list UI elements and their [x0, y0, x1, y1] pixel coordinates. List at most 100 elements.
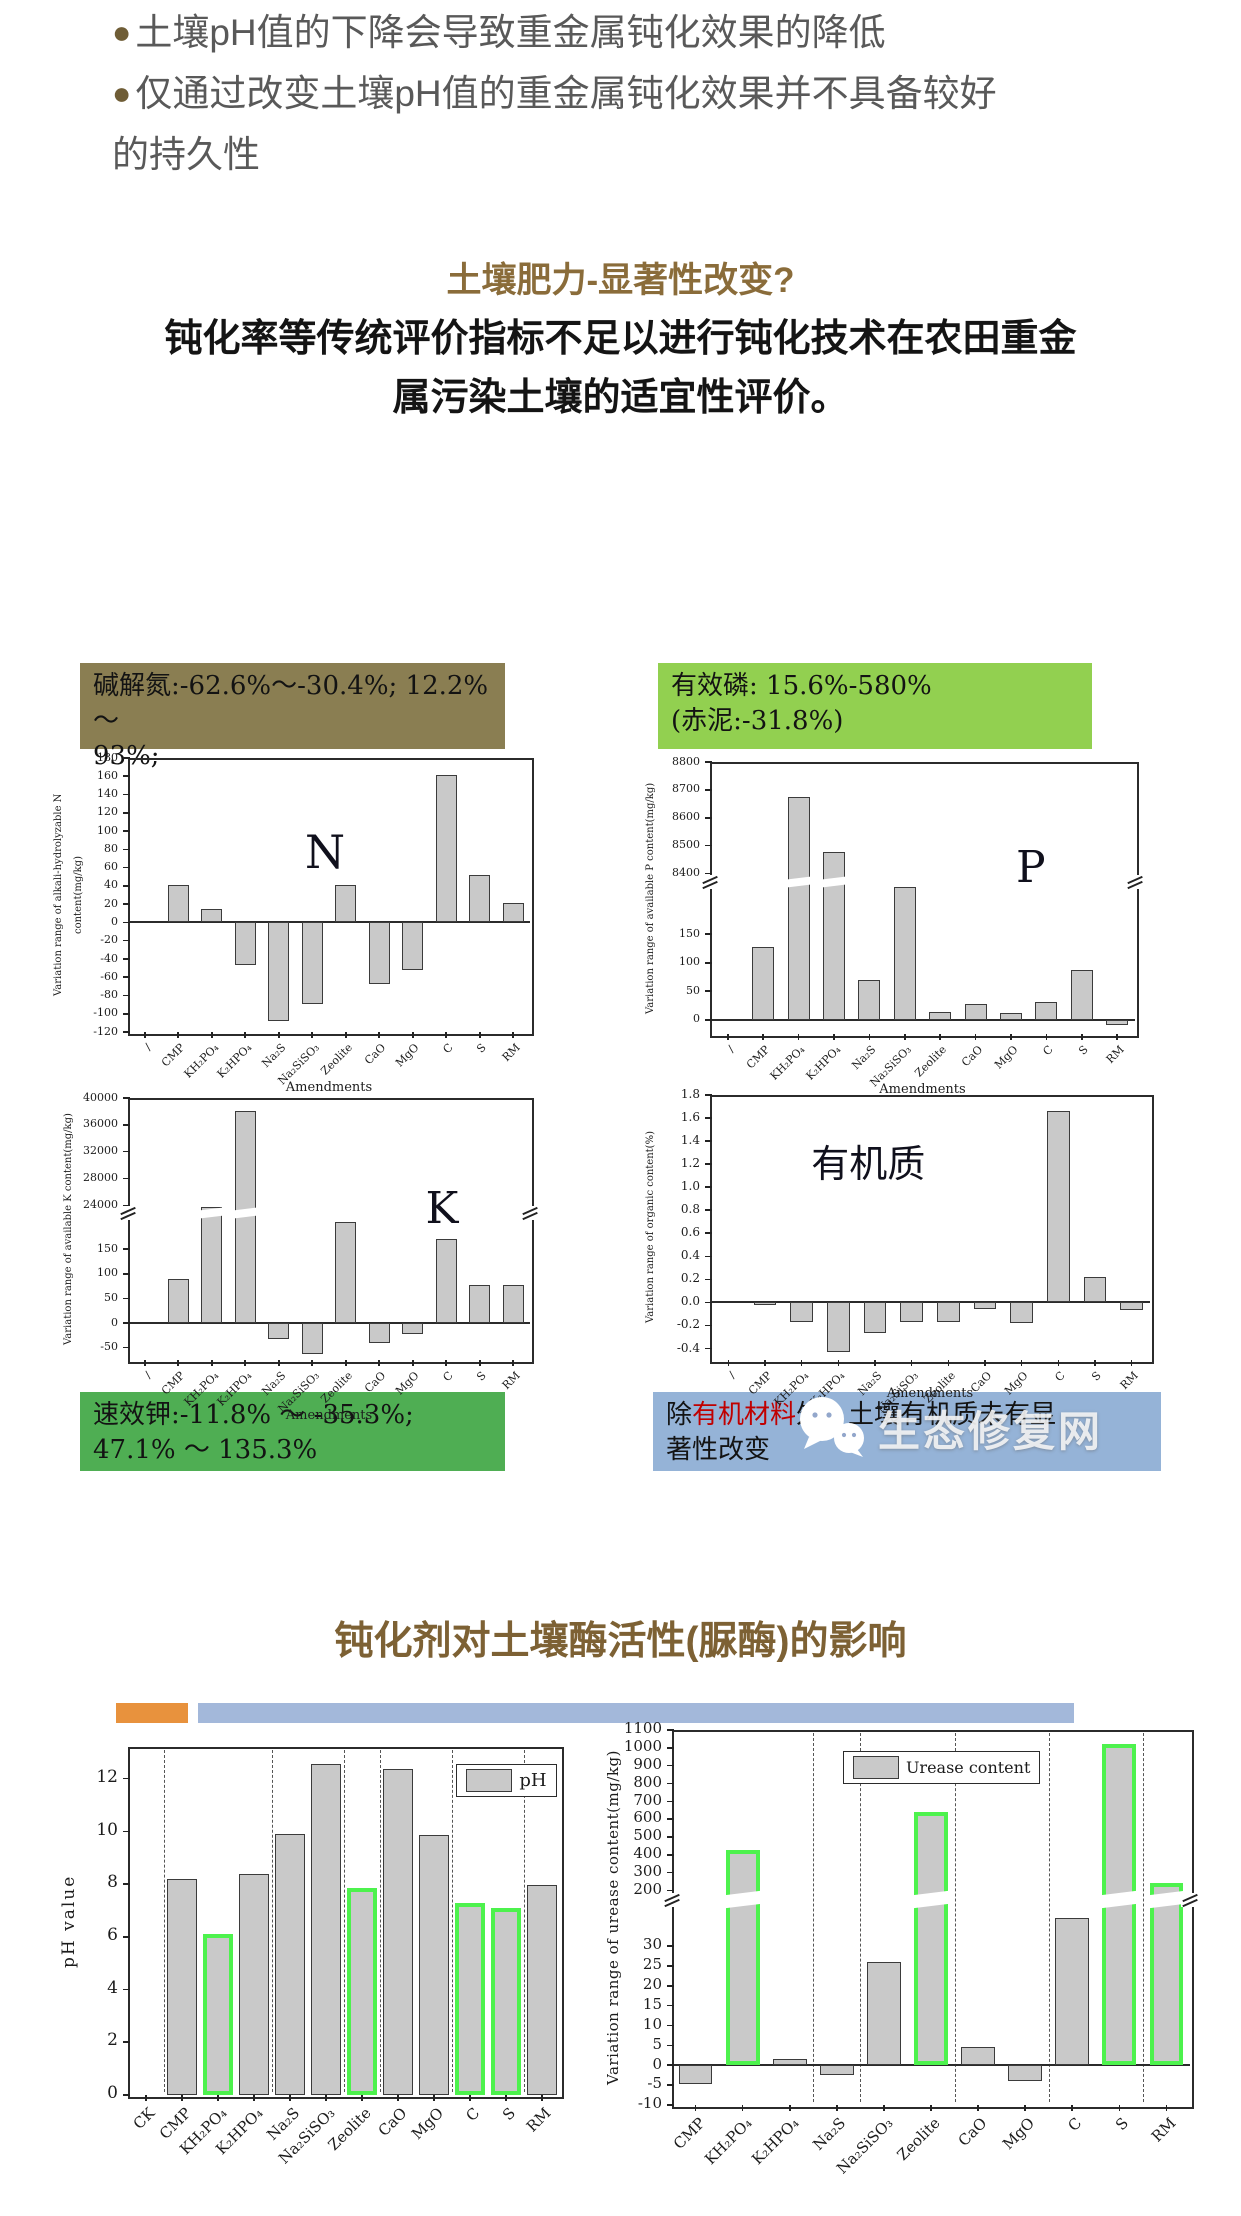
x-tick	[244, 1032, 247, 1038]
bar-Na₂SiSO₃	[893, 887, 916, 1020]
bar-S	[1070, 969, 1093, 1020]
y-tick-label: 20	[104, 896, 118, 910]
x-tick	[694, 2105, 697, 2111]
bar-Na₂SiSO₃	[310, 1764, 342, 2095]
y-tick	[667, 1889, 674, 1892]
bar-K₂HPO₄	[772, 2059, 807, 2066]
bar-KH₂PO₄	[201, 908, 223, 923]
y-tick	[123, 1830, 130, 1833]
x-tick	[762, 1034, 764, 1040]
x-tick	[244, 1360, 247, 1366]
y-tick	[705, 1018, 712, 1021]
chart-n: Variation range of alkali-hydrolyzable N…	[53, 748, 556, 1152]
x-tick	[181, 2095, 183, 2101]
y-tick-label: -60	[100, 969, 118, 983]
y-tick	[705, 844, 712, 847]
x-tick	[177, 1032, 180, 1038]
x-tick	[868, 1034, 871, 1040]
y-tick	[705, 1209, 712, 1211]
y-tick-label: 50	[104, 1291, 118, 1305]
y-tick	[667, 2084, 674, 2086]
y-tick	[667, 1818, 674, 1820]
y-tick-label: 0.6	[680, 1225, 700, 1240]
blue-accent-bar	[198, 1703, 1074, 1723]
bar-CMP	[752, 946, 775, 1020]
y-tick-label: 8600	[672, 810, 700, 824]
y-tick	[705, 1347, 712, 1350]
bar-CMP	[678, 2065, 713, 2085]
bar-Na₂S	[268, 1323, 290, 1339]
y-tick-label: 1.0	[680, 1179, 700, 1194]
bar-KH₂PO₄	[201, 1207, 223, 1324]
x-tick	[800, 1360, 803, 1366]
gridline	[524, 1750, 525, 2092]
x-tick	[217, 2095, 219, 2101]
plot-frame	[128, 1098, 534, 1364]
axis-break-icon	[119, 1206, 137, 1221]
y-tick-label: 150	[97, 1241, 118, 1255]
y-tick-label: 20	[642, 1975, 662, 1994]
x-tick	[836, 2105, 838, 2111]
bar-KH₂PO₄	[725, 1850, 760, 2066]
x-tick	[1118, 2105, 1121, 2111]
y-tick	[123, 921, 130, 924]
bar-S	[469, 874, 491, 923]
plot-frame	[710, 762, 1139, 1038]
bar-MgO	[1008, 2065, 1043, 2082]
y-tick	[667, 2064, 674, 2067]
x-tick	[397, 2095, 399, 2101]
bar-K₂HPO₄	[826, 1302, 850, 1352]
y-tick	[123, 848, 130, 851]
box-text: 速效钾:-11.8% ～ -35.3%;	[93, 1400, 414, 1430]
axis-break-icon	[1181, 1892, 1199, 1907]
chart-inner-title: 有机质	[811, 1142, 926, 1187]
bullet-text: 土壤pH值的下降会导致重金属钝化效果的降低	[135, 12, 886, 53]
legend-swatch	[852, 1755, 899, 1779]
y-tick-label: 1.2	[680, 1156, 700, 1171]
y-tick-label: 2	[107, 2030, 118, 2051]
y-tick	[705, 816, 712, 819]
y-tick	[705, 1278, 712, 1281]
x-tick	[311, 1032, 314, 1038]
axis-break-icon	[1126, 874, 1144, 889]
bar-KH₂PO₄	[790, 1302, 814, 1322]
y-tick-label: -80	[100, 988, 118, 1002]
y-tick	[123, 1097, 130, 1099]
y-tick-label: 4	[107, 1977, 118, 1998]
zero-line	[128, 1322, 530, 1325]
x-tick	[1081, 1034, 1083, 1040]
available-k-range-box: 速效钾:-11.8% ～ -35.3%; 47.1% ～ 135.3%	[80, 1392, 505, 1471]
gridline	[272, 1750, 273, 2092]
bullet-item: ● 仅通过改变土壤pH值的重金属钝化效果并不具备较好	[112, 63, 1202, 124]
bar-Zeolite	[914, 1812, 948, 2066]
x-tick	[411, 1360, 414, 1366]
bar-Na₂S	[268, 922, 290, 1022]
y-tick	[705, 1232, 712, 1235]
y-tick	[123, 1297, 130, 1300]
y-tick	[123, 2041, 130, 2044]
y-tick	[123, 903, 130, 905]
y-tick	[705, 933, 712, 936]
chart-ph: pH value 12 10 8 6 4 2 0 CK CMP KH₂PO₄ K₂HPO₄ Na₂S Na…	[58, 1737, 586, 2215]
zero-line	[128, 921, 530, 924]
x-tick	[210, 1032, 213, 1038]
plot-frame	[128, 758, 534, 1036]
y-tick	[667, 2044, 674, 2047]
y-tick	[123, 1346, 130, 1349]
bar-CaO	[961, 2046, 996, 2066]
bar-C	[1046, 1111, 1070, 1303]
y-tick	[123, 1988, 130, 1991]
gridline	[813, 1733, 815, 2102]
y-tick	[123, 1150, 130, 1153]
alkali-n-range-box: 碱解氮:-62.6%～-30.4%; 12.2% ～ 93%;	[80, 663, 505, 771]
x-tick	[874, 1360, 876, 1366]
bar-Na₂SiSO₃	[301, 1323, 323, 1354]
box-text: 除	[666, 1400, 693, 1430]
x-tick	[977, 2105, 979, 2111]
y-tick-label: 1000	[623, 1737, 662, 1756]
y-tick-label: 140	[97, 787, 118, 801]
y-tick	[667, 2104, 674, 2106]
bar-KH₂PO₄	[787, 796, 810, 1020]
x-tick	[910, 1360, 913, 1366]
legend-swatch	[466, 1769, 513, 1793]
